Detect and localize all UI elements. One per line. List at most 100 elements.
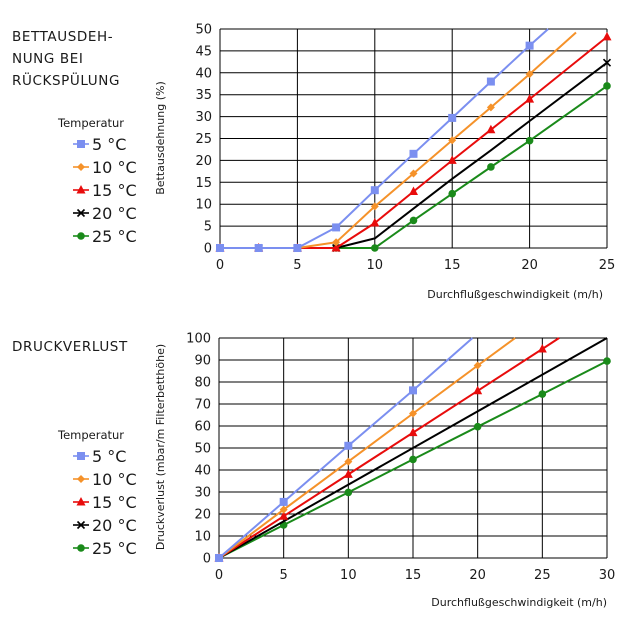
chart-2-y-tick-label: 20	[194, 508, 211, 523]
chart-1-point-10c	[525, 70, 534, 79]
legend-marker-icon	[73, 544, 89, 552]
legend-marker-15c	[76, 185, 86, 194]
chart-1-point-5c	[254, 244, 263, 252]
legend-marker-5c	[77, 140, 85, 148]
chart-2-point-5c	[279, 497, 288, 506]
chart-1-y-tick-label: 40	[195, 66, 212, 81]
chart-1-point-5c	[409, 149, 418, 158]
chart-2-x-axis-label: Durchflußgeschwindigkeit (m/h)	[431, 596, 607, 609]
chart-2-legend-label: 15 °C	[92, 492, 137, 512]
chart-1-y-tick-label: 30	[195, 110, 212, 125]
chart-2-legend-item-10c: 10 °C	[72, 469, 137, 489]
legend-marker-icon	[73, 452, 89, 460]
chart-1-point-5c	[332, 223, 341, 232]
chart-2-legend-item-20c: 20 °C	[72, 515, 137, 535]
legend-marker-10c	[77, 475, 85, 483]
chart-2-point-15c	[343, 469, 353, 478]
chart-2-series-line-20c	[218, 337, 608, 559]
chart-1-y-axis-label: Bettausdehnung (%)	[154, 81, 167, 195]
chart-2-point-25c	[473, 422, 482, 431]
chart-1-point-15c	[602, 31, 612, 41]
chart-1-point-10c	[332, 238, 341, 247]
legend-marker-15c	[76, 497, 86, 506]
chart-2-legend-label: 5 °C	[92, 446, 127, 466]
chart-1-point-15c	[331, 243, 341, 252]
chart-1-x-tick-label: 0	[216, 258, 224, 273]
chart-1-legend-item-25c: 25 °C	[72, 226, 137, 246]
chart-1-x-tick-label: 25	[599, 258, 616, 273]
chart-1-point-20c	[602, 58, 612, 67]
chart-1-y-tick-label: 5	[204, 220, 212, 235]
chart-2-legend-label: 25 °C	[92, 538, 137, 558]
legend-marker-25c	[77, 544, 85, 552]
chart-1-point-15c	[370, 218, 380, 227]
chart-1-x-axis-label: Durchflußgeschwindigkeit (m/h)	[427, 288, 603, 301]
chart-1-series-group	[215, 28, 612, 253]
chart-2-series-line-10c	[218, 337, 516, 559]
chart-1-legend-label: 25 °C	[92, 226, 137, 246]
chart-1-x-tick-label: 20	[521, 258, 538, 273]
chart-2-y-tick-label: 40	[194, 464, 211, 479]
chart-1-point-10c	[409, 169, 418, 178]
chart-1-x-tick-label: 15	[444, 258, 461, 273]
chart-2-point-25c	[538, 390, 547, 398]
chart-1-point-25c	[371, 244, 379, 252]
chart-1-y-tick-label: 15	[195, 176, 212, 191]
expansion-chart: Durchflußgeschwindigkeit (m/h) Bettausde…	[154, 23, 616, 302]
legend-marker-20c	[76, 208, 86, 218]
chart-1-y-tick-label: 25	[195, 132, 212, 147]
chart-2-series-group	[214, 337, 611, 563]
chart-1-point-10c	[448, 136, 457, 145]
chart-2-y-tick-label: 80	[194, 376, 211, 391]
chart-2-legend-item-15c: 15 °C	[72, 492, 137, 512]
chart-1-y-tick-label: 35	[195, 88, 212, 103]
chart-1-point-5c	[486, 77, 495, 86]
chart-1-point-25c	[487, 163, 495, 171]
chart-2-point-5c	[215, 554, 223, 562]
legend-marker-5c	[77, 452, 85, 460]
legend-marker-icon	[73, 232, 89, 240]
chart-2-y-tick-label: 50	[194, 442, 211, 457]
chart-2-y-tick-label: 90	[194, 354, 211, 369]
chart-2-point-10c	[473, 361, 482, 370]
chart-2-legend-item-5c: 5 °C	[72, 446, 127, 466]
chart-2-point-5c	[344, 441, 353, 450]
chart-2-legend-label: 20 °C	[92, 515, 137, 535]
chart-2-point-10c	[344, 457, 353, 466]
chart-1-point-10c	[486, 103, 495, 112]
chart-2-point-25c	[344, 488, 353, 497]
chart-1-point-25c	[409, 216, 418, 225]
chart-1-y-tick-label: 45	[195, 44, 212, 59]
legend-marker-icon	[73, 208, 89, 218]
chart-1-title: BETTAUSDEH- NUNG BEI RÜCKSPÜLUNG	[12, 29, 121, 89]
chart-2-point-15c	[279, 511, 289, 520]
chart-2-point-15c	[473, 385, 483, 395]
chart-2-x-tick-label: 0	[215, 568, 223, 583]
chart-2-legend-item-25c: 25 °C	[72, 538, 137, 558]
chart-1-legend-title: Temperatur	[58, 116, 125, 130]
chart-2-y-tick-label: 100	[186, 332, 211, 347]
chart-2-legend-title: Temperatur	[58, 428, 125, 442]
chart-1-x-tick-label: 10	[367, 258, 384, 273]
chart-2-x-tick-label: 30	[599, 568, 616, 583]
chart-2-point-10c	[279, 505, 288, 514]
chart-2-x-tick-label: 20	[469, 568, 486, 583]
chart-1-legend-label: 10 °C	[92, 157, 137, 177]
chart-2-x-tick-label: 10	[340, 568, 357, 583]
chart-1-point-5c	[448, 113, 457, 122]
chart-2-title: DRUCKVERLUST	[12, 339, 128, 355]
chart-1-point-5c	[370, 186, 379, 195]
chart-2-legend-label: 10 °C	[92, 469, 137, 489]
chart-1-y-tick-label: 0	[204, 242, 212, 257]
chart-1-legend-item-20c: 20 °C	[72, 203, 137, 223]
chart-1-y-tick-label: 10	[195, 198, 212, 213]
chart-1-legend-item-10c: 10 °C	[72, 157, 137, 177]
chart-1-point-5c	[216, 244, 224, 252]
chart-1-y-tick-label: 20	[195, 154, 212, 169]
chart-2-x-tick-label: 5	[280, 568, 288, 583]
chart-1-legend-label: 20 °C	[92, 203, 137, 223]
chart-1-legend-item-5c: 5 °C	[72, 135, 126, 154]
chart-2-y-tick-label: 70	[194, 398, 211, 413]
chart-1-x-tick-label: 5	[293, 258, 301, 273]
